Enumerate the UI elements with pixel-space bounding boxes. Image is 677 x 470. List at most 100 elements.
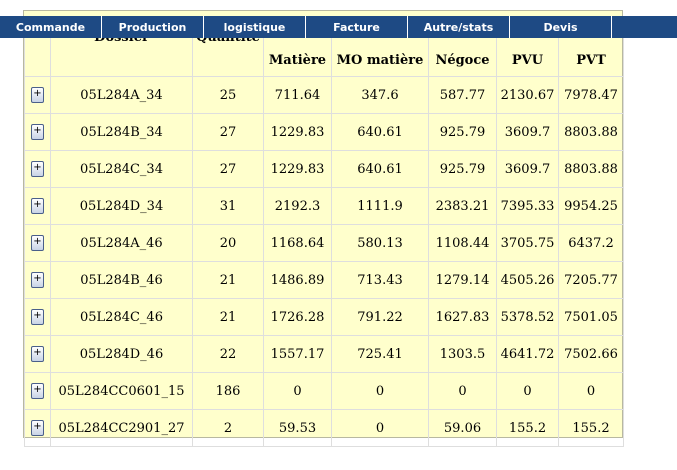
- cell-quantite: 2: [192, 409, 264, 447]
- cell-mo-matiere: 580.13: [331, 224, 429, 262]
- cell-negoce: 1108.44: [428, 224, 497, 262]
- expand-row-button[interactable]: +: [31, 309, 44, 325]
- cell-quantite: 31: [192, 187, 264, 225]
- cell-pvu: 5378.52: [496, 298, 559, 336]
- cell-dossier: 05L284A_34: [50, 76, 193, 114]
- cell-pvu: 155.2: [496, 409, 559, 447]
- table-body: +05L284A_34 25 711.64 347.6 587.77 2130.67 797…: [24, 76, 624, 447]
- table-row: +05L284A_46 20 1168.64 580.13 1108.44 3705.75…: [24, 224, 624, 262]
- cell-quantite: 21: [192, 298, 264, 336]
- cell-mo-matiere: 347.6: [331, 76, 429, 114]
- table-row: +05L284A_34 25 711.64 347.6 587.77 2130.67 797…: [24, 76, 624, 114]
- cell-quantite: 22: [192, 335, 264, 373]
- cell-negoce: 925.79: [428, 113, 497, 151]
- cell-negoce: 1627.83: [428, 298, 497, 336]
- cell-quantite: 21: [192, 261, 264, 299]
- cell-matiere: 1168.64: [263, 224, 332, 262]
- cell-negoce: 2383.21: [428, 187, 497, 225]
- expand-cell: +: [24, 187, 51, 225]
- cell-pvt: 8803.88: [558, 150, 624, 188]
- cell-matiere: 1229.83: [263, 150, 332, 188]
- cell-matiere: 0: [263, 372, 332, 410]
- table-row: +05L284CC0601_15 186 0 0 0 0 0: [24, 372, 624, 410]
- cell-mo-matiere: 1111.9: [331, 187, 429, 225]
- cell-quantite: 20: [192, 224, 264, 262]
- cell-matiere: 1229.83: [263, 113, 332, 151]
- expand-row-button[interactable]: +: [31, 198, 44, 214]
- cell-pvt: 6437.2: [558, 224, 624, 262]
- cell-dossier: 05L284CC2901_27: [50, 409, 193, 447]
- cell-dossier: 05L284CC0601_15: [50, 372, 193, 410]
- cell-pvt: 9954.25: [558, 187, 624, 225]
- cell-mo-matiere: 0: [331, 372, 429, 410]
- cell-quantite: 27: [192, 150, 264, 188]
- cell-dossier: 05L284A_46: [50, 224, 193, 262]
- table-row: +05L284D_46 22 1557.17 725.41 1303.5 4641.72 7…: [24, 335, 624, 373]
- table-row: +05L284B_46 21 1486.89 713.43 1279.14 4505.26…: [24, 261, 624, 299]
- cell-pvu: 3705.75: [496, 224, 559, 262]
- cell-mo-matiere: 791.22: [331, 298, 429, 336]
- expand-row-button[interactable]: +: [31, 272, 44, 288]
- cell-mo-matiere: 640.61: [331, 150, 429, 188]
- expand-row-button[interactable]: +: [31, 383, 44, 399]
- expand-cell: +: [24, 150, 51, 188]
- cell-negoce: 0: [428, 372, 497, 410]
- table-row: +05L284B_34 27 1229.83 640.61 925.79 3609.7 88…: [24, 113, 624, 151]
- cell-matiere: 59.53: [263, 409, 332, 447]
- cell-dossier: 05L284C_46: [50, 298, 193, 336]
- dossier-table: Dossier Quantité Matière MO matière Négo…: [24, 23, 624, 447]
- menu-item-autre-stats[interactable]: Autre/stats: [408, 16, 510, 38]
- cell-negoce: 925.79: [428, 150, 497, 188]
- menu-item-devis[interactable]: Devis: [510, 16, 612, 38]
- expand-row-button[interactable]: +: [31, 161, 44, 177]
- cell-negoce: 59.06: [428, 409, 497, 447]
- table-row: +05L284CC2901_27 2 59.53 0 59.06 155.2 155.2: [24, 409, 624, 447]
- expand-cell: +: [24, 298, 51, 336]
- expand-row-button[interactable]: +: [31, 235, 44, 251]
- cell-pvu: 7395.33: [496, 187, 559, 225]
- cell-pvt: 7978.47: [558, 76, 624, 114]
- expand-row-button[interactable]: +: [31, 124, 44, 140]
- expand-cell: +: [24, 372, 51, 410]
- cell-pvu: 0: [496, 372, 559, 410]
- cell-pvu: 4641.72: [496, 335, 559, 373]
- cell-pvt: 155.2: [558, 409, 624, 447]
- menu-item-facture[interactable]: Facture: [306, 16, 408, 38]
- cell-matiere: 1486.89: [263, 261, 332, 299]
- menu-item-commande[interactable]: Commande: [0, 16, 102, 38]
- cell-pvu: 3609.7: [496, 150, 559, 188]
- expand-cell: +: [24, 409, 51, 447]
- cell-dossier: 05L284B_46: [50, 261, 193, 299]
- expand-cell: +: [24, 76, 51, 114]
- cell-pvt: 0: [558, 372, 624, 410]
- cell-matiere: 2192.3: [263, 187, 332, 225]
- cell-dossier: 05L284B_34: [50, 113, 193, 151]
- menu-item-logistique[interactable]: logistique: [204, 16, 306, 38]
- cell-dossier: 05L284D_46: [50, 335, 193, 373]
- cell-quantite: 25: [192, 76, 264, 114]
- expand-row-button[interactable]: +: [31, 346, 44, 362]
- cell-negoce: 1303.5: [428, 335, 497, 373]
- cell-matiere: 1726.28: [263, 298, 332, 336]
- menu-item-production[interactable]: Production: [102, 16, 204, 38]
- cell-quantite: 186: [192, 372, 264, 410]
- table-row: +05L284C_34 27 1229.83 640.61 925.79 3609.7 88…: [24, 150, 624, 188]
- expand-cell: +: [24, 261, 51, 299]
- cell-quantite: 27: [192, 113, 264, 151]
- cell-pvu: 4505.26: [496, 261, 559, 299]
- expand-row-button[interactable]: +: [31, 420, 44, 436]
- cell-matiere: 1557.17: [263, 335, 332, 373]
- expand-cell: +: [24, 113, 51, 151]
- cell-pvt: 8803.88: [558, 113, 624, 151]
- expand-row-button[interactable]: +: [31, 87, 44, 103]
- cell-negoce: 1279.14: [428, 261, 497, 299]
- cell-mo-matiere: 713.43: [331, 261, 429, 299]
- expand-cell: +: [24, 335, 51, 373]
- cell-pvu: 2130.67: [496, 76, 559, 114]
- cell-pvt: 7501.05: [558, 298, 624, 336]
- table-row: +05L284D_34 31 2192.3 1111.9 2383.21 7395.33 9…: [24, 187, 624, 225]
- cell-mo-matiere: 0: [331, 409, 429, 447]
- cell-pvt: 7205.77: [558, 261, 624, 299]
- cell-dossier: 05L284C_34: [50, 150, 193, 188]
- cell-pvt: 7502.66: [558, 335, 624, 373]
